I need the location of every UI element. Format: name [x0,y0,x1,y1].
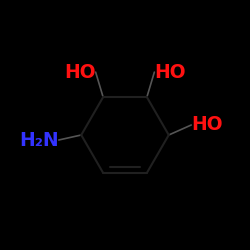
Text: HO: HO [64,62,96,82]
Text: HO: HO [154,62,186,82]
Text: H₂N: H₂N [19,130,59,150]
Text: HO: HO [191,116,223,134]
